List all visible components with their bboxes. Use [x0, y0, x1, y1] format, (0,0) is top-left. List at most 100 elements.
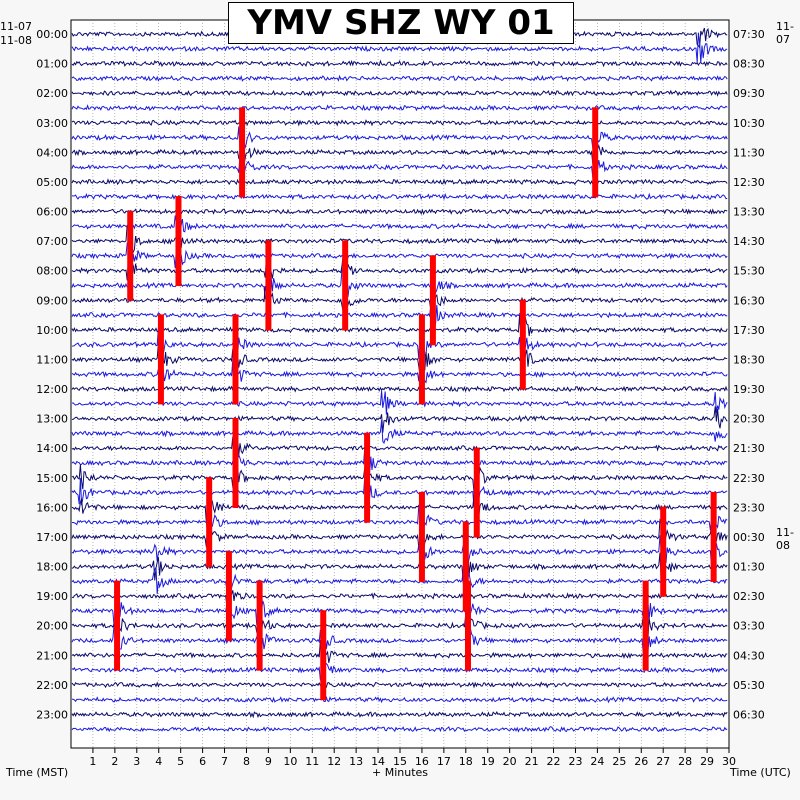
x-tick-label: 28	[678, 755, 692, 768]
trace-line	[72, 504, 728, 535]
right-hour-label: 05:30	[733, 679, 765, 692]
clip-marker	[232, 417, 239, 508]
left-hour-label: 02:00	[36, 87, 68, 100]
clip-marker	[473, 447, 480, 538]
clip-marker	[342, 240, 349, 331]
x-tick-label: 14	[371, 755, 385, 768]
x-tick-label: 13	[349, 755, 363, 768]
chart-title: YMV SHZ WY 01	[228, 2, 574, 44]
trace-line	[71, 406, 728, 433]
x-tick-label: 7	[221, 755, 228, 768]
clip-marker	[320, 610, 327, 701]
right-hour-label: 01:30	[733, 561, 765, 574]
left-date-top: 11-07	[0, 20, 32, 33]
clip-marker	[592, 107, 599, 198]
left-hour-label: 03:00	[36, 117, 68, 130]
right-axis-caption: Time (UTC)	[730, 766, 791, 779]
clip-marker	[418, 491, 425, 582]
x-tick-label: 11	[305, 755, 319, 768]
x-tick-label: 25	[612, 755, 626, 768]
left-hour-label: 23:00	[36, 708, 68, 721]
right-hour-label: 21:30	[733, 442, 765, 455]
left-hour-label: 09:00	[36, 294, 68, 307]
x-tick-label: 10	[283, 755, 297, 768]
trace-line	[71, 566, 728, 595]
clip-marker	[519, 299, 526, 390]
x-tick-label: 24	[590, 755, 604, 768]
clip-marker	[127, 210, 134, 301]
clip-marker	[660, 506, 667, 597]
trace-line	[71, 710, 728, 719]
trace-line	[71, 552, 728, 584]
x-tick-label: 26	[634, 755, 648, 768]
right-hour-label: 08:30	[733, 58, 765, 71]
trace-line	[71, 390, 728, 415]
left-hour-label: 19:00	[36, 590, 68, 603]
trace-line	[71, 625, 728, 657]
clip-marker	[462, 521, 469, 612]
left-hour-label: 01:00	[36, 58, 68, 71]
trace-line	[71, 32, 728, 63]
trace-line	[71, 140, 728, 165]
clip-marker	[256, 580, 263, 671]
clip-marker	[239, 107, 246, 198]
clip-marker	[175, 196, 182, 287]
left-hour-label: 08:00	[36, 265, 68, 278]
clip-marker	[157, 314, 164, 405]
left-hour-label: 06:00	[36, 206, 68, 219]
trace-line	[71, 582, 728, 606]
right-hour-label: 19:30	[733, 383, 765, 396]
clip-marker	[429, 255, 436, 346]
left-hour-label: 22:00	[36, 679, 68, 692]
left-hour-label: 15:00	[36, 472, 68, 485]
right-hour-label: 20:30	[733, 413, 765, 426]
trace-line	[71, 153, 728, 185]
trace-line	[71, 126, 728, 154]
x-tick-label: 5	[177, 755, 184, 768]
right-hour-label: 13:30	[733, 206, 765, 219]
x-tick-label: 12	[327, 755, 341, 768]
right-hour-label: 03:30	[733, 620, 765, 633]
clip-marker	[418, 314, 425, 405]
left-hour-label: 17:00	[36, 531, 68, 544]
trace-line	[71, 639, 728, 668]
x-tick-label: 21	[525, 755, 539, 768]
trace-line	[71, 74, 728, 82]
x-tick-label: 22	[547, 755, 561, 768]
left-hour-label: 10:00	[36, 324, 68, 337]
right-hour-label: 06:30	[733, 708, 765, 721]
x-tick-label: 8	[243, 755, 250, 768]
trace-line	[71, 342, 728, 376]
trace-line	[71, 597, 728, 629]
right-date-mid: 11-08	[776, 526, 794, 552]
trace-line	[71, 304, 728, 330]
x-tick-label: 18	[459, 755, 473, 768]
right-hour-label: 04:30	[733, 649, 765, 662]
x-tick-label: 29	[700, 755, 714, 768]
trace-line	[71, 725, 728, 733]
clip-marker	[232, 314, 239, 405]
x-axis-caption: + Minutes	[372, 766, 429, 779]
trace-line	[71, 681, 728, 689]
right-hour-label: 23:30	[733, 501, 765, 514]
right-hour-label: 14:30	[733, 235, 765, 248]
left-hour-label: 20:00	[36, 620, 68, 633]
trace-line	[71, 695, 728, 704]
x-tick-label: 4	[155, 755, 162, 768]
trace-line	[71, 518, 728, 554]
clip-marker	[710, 491, 717, 582]
right-hour-label: 11:30	[733, 146, 765, 159]
trace-line	[71, 282, 728, 312]
left-hour-label: 14:00	[36, 442, 68, 455]
trace-line	[71, 653, 728, 681]
trace-line	[71, 609, 728, 640]
trace-line	[71, 420, 728, 444]
trace-line	[71, 533, 728, 569]
trace-line	[71, 358, 728, 387]
trace-line	[71, 89, 728, 97]
x-tick-label: 3	[133, 755, 140, 768]
left-date-start: 11-08	[0, 34, 32, 47]
x-tick-label: 19	[481, 755, 495, 768]
right-hour-label: 07:30	[733, 28, 765, 41]
